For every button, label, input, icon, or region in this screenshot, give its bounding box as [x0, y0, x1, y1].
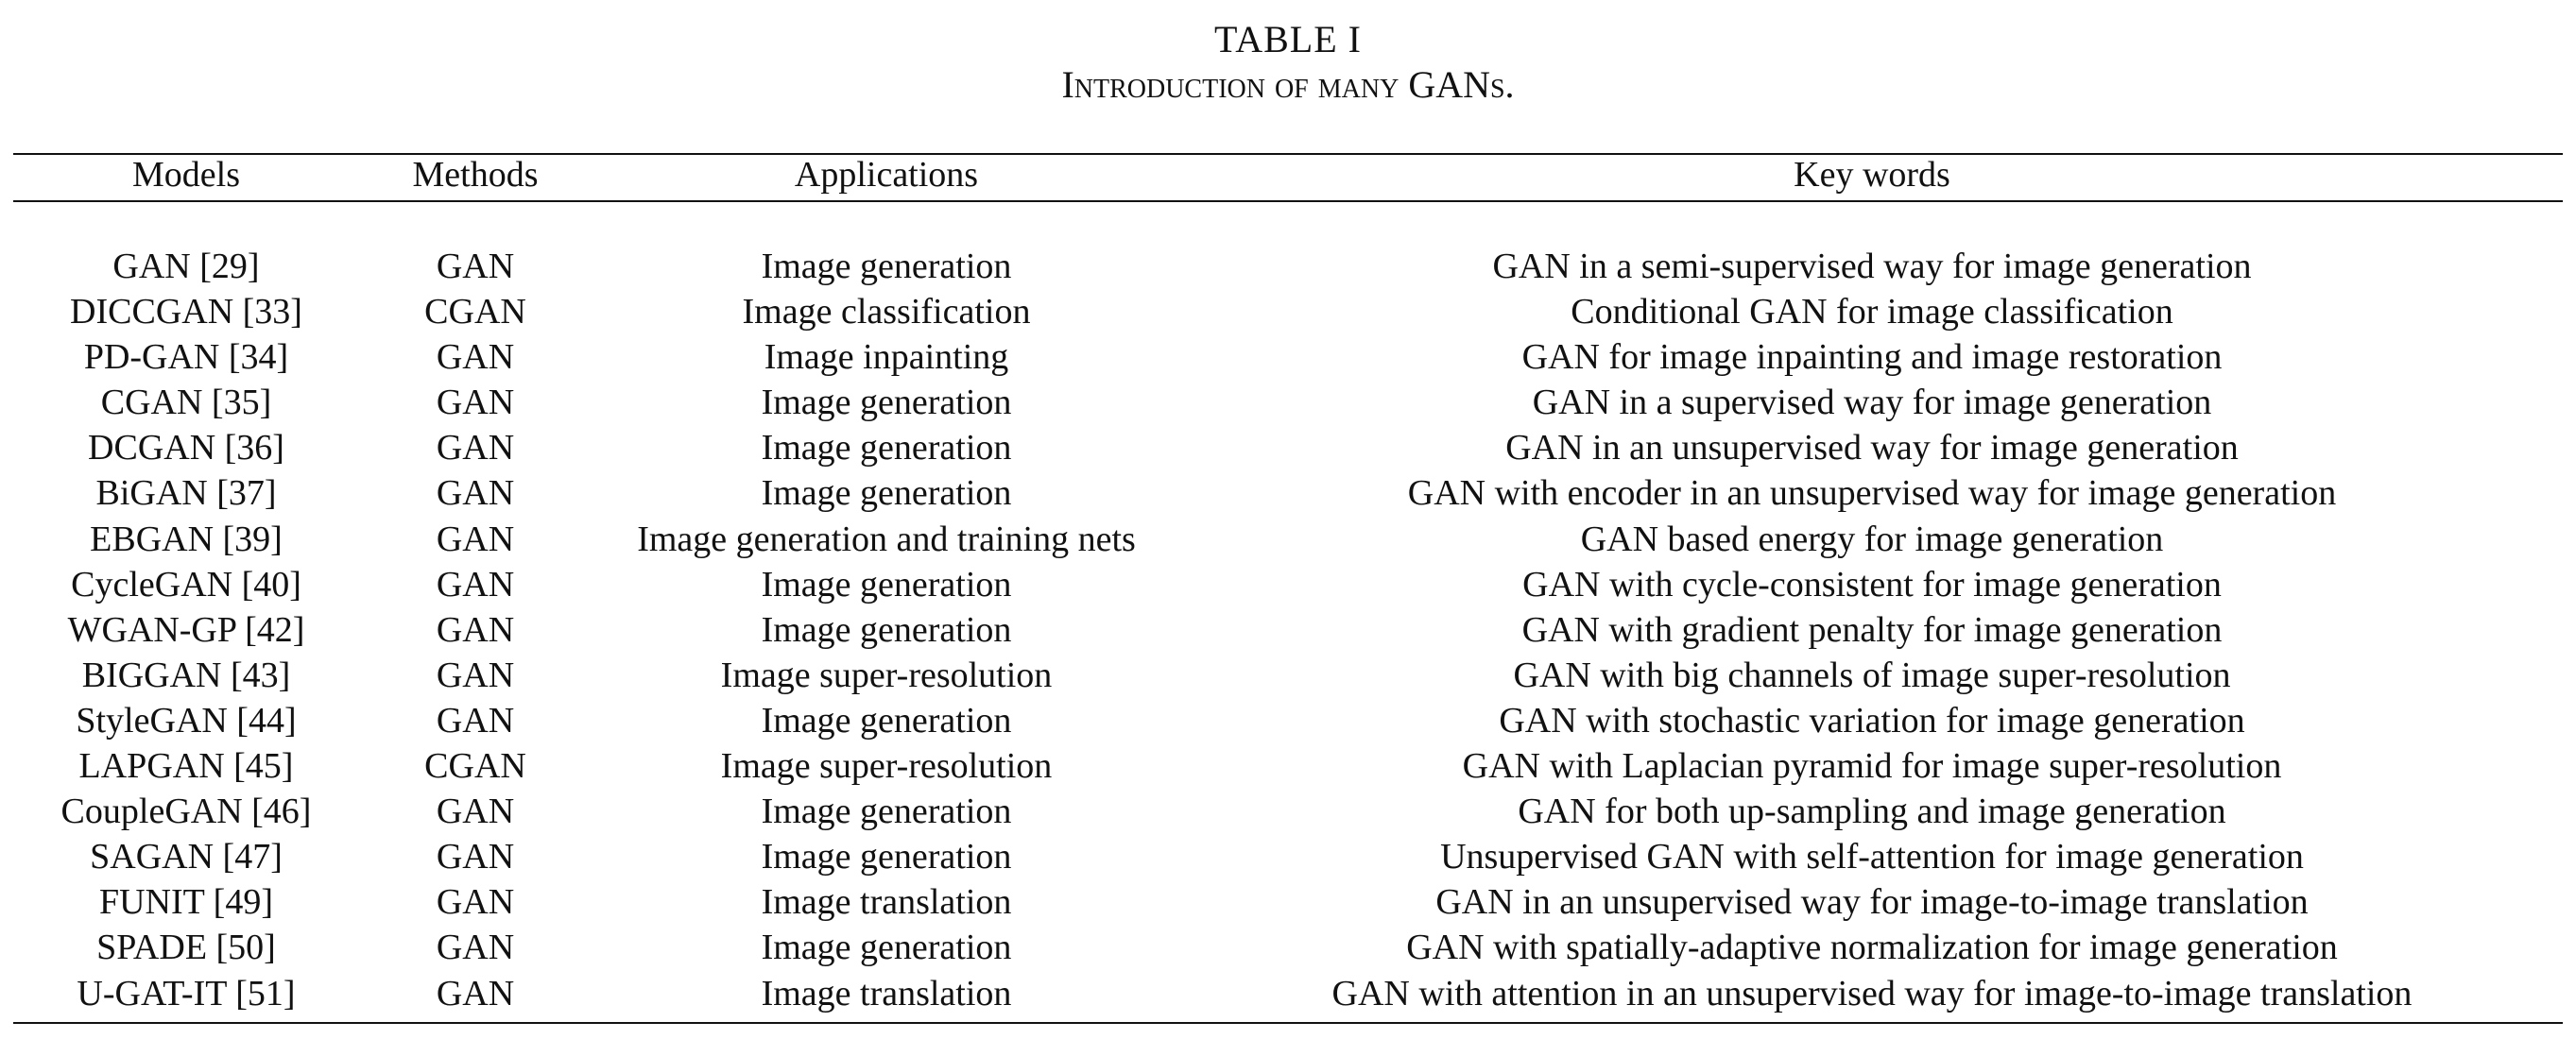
cell-model: DICCGAN [33]	[70, 292, 302, 332]
top-rule	[13, 153, 2563, 155]
cell-method: GAN	[436, 519, 515, 559]
table-label: TABLE I	[1214, 18, 1362, 60]
cell-key-words: Conditional GAN for image classification	[1571, 292, 2173, 332]
cell-model: StyleGAN [44]	[76, 700, 297, 741]
cell-application: Image generation	[761, 609, 1012, 650]
cell-method: GAN	[436, 564, 515, 605]
cell-key-words: GAN for image inpainting and image resto…	[1521, 337, 2223, 378]
cell-key-words: GAN for both up-sampling and image gener…	[1518, 792, 2226, 832]
header-applications: Applications	[794, 155, 979, 195]
bottom-rule	[13, 1022, 2563, 1024]
cell-method: GAN	[436, 247, 515, 286]
table-row: EBGAN [39] GAN Image generation and traini…	[13, 517, 2563, 562]
cell-method: CGAN	[424, 292, 526, 332]
table-row: WGAN-GP [42] GAN Image generation GAN with …	[13, 607, 2563, 653]
cell-application: Image generation and training nets	[637, 519, 1136, 559]
cell-key-words: GAN in a semi-supervised way for image g…	[1492, 247, 2252, 286]
table-row: BIGGAN [43] GAN Image super-resolution GAN …	[13, 653, 2563, 698]
cell-application: Image classification	[742, 292, 1031, 332]
cell-application: Image generation	[761, 700, 1012, 741]
cell-method: GAN	[436, 792, 515, 832]
cell-model: GAN [29]	[112, 247, 260, 286]
cell-key-words: GAN in a supervised way for image genera…	[1532, 383, 2212, 423]
cell-model: BiGAN [37]	[95, 473, 277, 514]
cell-method: GAN	[436, 928, 515, 968]
cell-application: Image generation	[761, 247, 1012, 286]
cell-application: Image generation	[761, 837, 1012, 877]
table-body: GAN [29] GAN Image generation GAN in a semi…	[0, 244, 2550, 1016]
cell-key-words: GAN in an unsupervised way for image gen…	[1505, 428, 2239, 468]
cell-key-words: GAN with Laplacian pyramid for image sup…	[1462, 746, 2282, 787]
cell-method: GAN	[436, 428, 515, 468]
table-row: BiGAN [37] GAN Image generation GAN with en…	[13, 470, 2563, 516]
table-row: CycleGAN [40] GAN Image generation GAN with…	[13, 562, 2563, 607]
cell-key-words: GAN with attention in an unsupervised wa…	[1331, 973, 2413, 1013]
table-row: LAPGAN [45] CGAN Image super-resolution GAN…	[13, 743, 2563, 789]
cell-model: PD-GAN [34]	[83, 337, 289, 378]
cell-application: Image generation	[761, 428, 1012, 468]
table-row: U-GAT-IT [51] GAN Image translation GAN wit…	[13, 971, 2563, 1016]
cell-method: GAN	[436, 973, 515, 1013]
cell-application: Image generation	[761, 473, 1012, 514]
cell-model: LAPGAN [45]	[78, 746, 294, 787]
cell-application: Image generation	[761, 564, 1012, 605]
header-methods: Methods	[412, 155, 539, 195]
cell-model: CoupleGAN [46]	[60, 792, 312, 832]
table-row: DCGAN [36] GAN Image generation GAN in an u…	[13, 425, 2563, 470]
cell-method: GAN	[436, 473, 515, 514]
cell-application: Image generation	[761, 792, 1012, 832]
cell-model: DCGAN [36]	[88, 428, 284, 468]
cell-method: GAN	[436, 383, 515, 423]
cell-model: WGAN-GP [42]	[67, 609, 305, 650]
table-row: FUNIT [49] GAN Image translation GAN in an …	[13, 879, 2563, 925]
header-key-words: Key words	[1794, 155, 1950, 195]
cell-method: CGAN	[424, 746, 526, 787]
table-row: DICCGAN [33] CGAN Image classification Cond…	[13, 289, 2563, 334]
cell-application: Image translation	[761, 973, 1012, 1013]
cell-application: Image generation	[761, 928, 1012, 968]
cell-model: SPADE [50]	[96, 928, 276, 968]
cell-model: FUNIT [49]	[98, 882, 273, 923]
cell-method: GAN	[436, 609, 515, 650]
cell-application: Image inpainting	[764, 337, 1009, 378]
cell-key-words: GAN with spatially-adaptive normalizatio…	[1406, 928, 2338, 968]
cell-model: U-GAT-IT [51]	[77, 973, 296, 1013]
cell-key-words: GAN with stochastic variation for image …	[1499, 700, 2245, 741]
cell-key-words: GAN with encoder in an unsupervised way …	[1407, 473, 2337, 514]
header-rule	[13, 200, 2563, 202]
cell-key-words: Unsupervised GAN with self-attention for…	[1440, 837, 2304, 877]
cell-model: BIGGAN [43]	[81, 655, 291, 695]
table-row: StyleGAN [44] GAN Image generation GAN with…	[13, 698, 2563, 743]
cell-model: CycleGAN [40]	[71, 564, 301, 605]
cell-model: EBGAN [39]	[90, 519, 283, 559]
cell-method: GAN	[436, 700, 515, 741]
table-row: SAGAN [47] GAN Image generation Unsupervise…	[13, 834, 2563, 879]
cell-key-words: GAN with cycle-consistent for image gene…	[1522, 564, 2222, 605]
cell-model: CGAN [35]	[100, 383, 272, 423]
cell-application: Image super-resolution	[720, 746, 1053, 787]
cell-application: Image super-resolution	[720, 655, 1053, 695]
table-row: GAN [29] GAN Image generation GAN in a semi…	[13, 244, 2563, 289]
cell-key-words: GAN based energy for image generation	[1580, 519, 2164, 559]
cell-model: SAGAN [47]	[90, 837, 283, 877]
cell-application: Image translation	[761, 882, 1012, 923]
table-title: Introduction of many GANs.	[1061, 63, 1515, 106]
cell-key-words: GAN in an unsupervised way for image-to-…	[1435, 882, 2309, 923]
cell-application: Image generation	[761, 383, 1012, 423]
cell-method: GAN	[436, 882, 515, 923]
table-header: Models Methods Applications Key words	[13, 151, 2563, 198]
table-row: CGAN [35] GAN Image generation GAN in a sup…	[13, 380, 2563, 425]
header-models: Models	[132, 155, 240, 195]
cell-method: GAN	[436, 337, 515, 378]
table-row: PD-GAN [34] GAN Image inpainting GAN for im…	[13, 334, 2563, 380]
table-row: CoupleGAN [46] GAN Image generation GAN for…	[13, 789, 2563, 834]
cell-method: GAN	[436, 837, 515, 877]
cell-method: GAN	[436, 655, 515, 695]
cell-key-words: GAN with gradient penalty for image gene…	[1521, 609, 2223, 650]
cell-key-words: GAN with big channels of image super-res…	[1513, 655, 2231, 695]
table-row: SPADE [50] GAN Image generation GAN with sp…	[13, 925, 2563, 970]
